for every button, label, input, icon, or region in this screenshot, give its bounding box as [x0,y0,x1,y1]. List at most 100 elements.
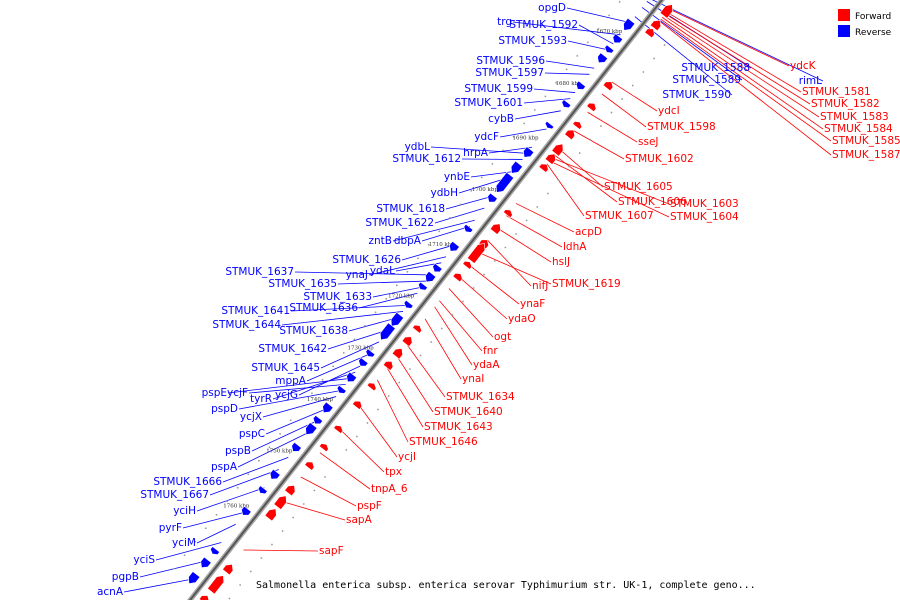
reverse-gene-feature[interactable] [423,270,437,284]
reverse-gene-feature[interactable] [574,80,586,92]
reverse-gene-feature[interactable] [447,240,460,254]
gene-label-stmuk-1666[interactable]: STMUK_1666 [153,476,222,488]
reverse-gene-feature[interactable] [185,571,201,586]
gene-label-dbpa[interactable]: dbpA [394,235,422,247]
gene-label-stmuk-1622[interactable]: STMUK_1622 [365,217,434,229]
reverse-gene-feature[interactable] [493,171,515,195]
gene-label-stmuk-1589[interactable]: STMUK_1589 [672,74,741,86]
gene-label-stmuk-1637[interactable]: STMUK_1637 [225,266,294,278]
gene-label-riml[interactable]: rimL [799,75,822,87]
gene-label-stmuk-1645[interactable]: STMUK_1645 [251,362,320,374]
gene-label-stmuk-1585[interactable]: STMUK_1585 [832,135,900,147]
forward-gene-feature[interactable] [273,493,290,511]
forward-gene-feature[interactable] [222,562,235,576]
gene-label-stmuk-1636[interactable]: STMUK_1636 [289,302,358,314]
gene-label-stmuk-1646[interactable]: STMUK_1646 [409,436,478,448]
forward-gene-feature[interactable] [207,573,226,595]
reverse-gene-feature[interactable] [431,262,443,274]
forward-gene-feature[interactable] [649,17,663,32]
reverse-gene-feature[interactable] [357,357,369,369]
gene-label-stmuk-1597[interactable]: STMUK_1597 [475,67,544,79]
gene-label-pspe[interactable]: pspE [202,387,227,399]
gene-label-stmuk-1626[interactable]: STMUK_1626 [332,254,401,266]
gene-label-ynai[interactable]: ynaI [462,373,484,385]
gene-label-ydal[interactable]: ydaL [370,265,395,277]
gene-label-ycih[interactable]: yciH [173,505,196,517]
gene-label-pspf[interactable]: pspF [357,500,382,512]
gene-label-stmuk-1581[interactable]: STMUK_1581 [802,86,871,98]
gene-label-ydck[interactable]: ydcK [790,60,817,72]
gene-label-ynaj[interactable]: ynaJ [346,269,368,281]
gene-label-trg[interactable]: trg [497,16,512,28]
gene-label-acna[interactable]: acnA [97,586,124,598]
forward-gene-feature[interactable] [602,79,615,92]
gene-label-stmuk-1601[interactable]: STMUK_1601 [454,97,523,109]
reverse-gene-feature[interactable] [377,322,396,343]
gene-label-stmuk-1667[interactable]: STMUK_1667 [140,489,209,501]
forward-gene-feature[interactable] [538,161,550,173]
gene-label-stmuk-1634[interactable]: STMUK_1634 [446,391,515,403]
gene-label-stmuk-1606[interactable]: STMUK_1606 [618,196,687,208]
gene-label-ydbl[interactable]: ydbL [405,141,431,153]
gene-label-ogt[interactable]: ogt [494,331,511,343]
gene-label-ycjg[interactable]: ycjG [275,389,298,401]
gene-label-stmuk-1590[interactable]: STMUK_1590 [662,89,731,101]
gene-label-stmuk-1638[interactable]: STMUK_1638 [279,325,348,337]
forward-gene-feature[interactable] [544,151,558,165]
reverse-gene-feature[interactable] [485,192,498,205]
gene-label-stmuk-1619[interactable]: STMUK_1619 [552,278,621,290]
forward-gene-feature[interactable] [366,381,378,392]
gene-label-cybb[interactable]: cybB [488,113,514,125]
gene-label-ycjx[interactable]: ycjX [240,411,262,423]
reverse-gene-feature[interactable] [611,33,624,46]
gene-label-hslj[interactable]: hslJ [552,256,570,268]
gene-label-ydcf[interactable]: ydcF [474,131,499,143]
gene-label-stmuk-1592[interactable]: STMUK_1592 [509,19,578,31]
gene-label-mppa[interactable]: mppA [275,375,307,387]
gene-label-stmuk-1605[interactable]: STMUK_1605 [604,181,673,193]
gene-label-pspc[interactable]: pspC [239,428,265,440]
gene-label-acpd[interactable]: acpD [575,226,602,238]
gene-label-pspb[interactable]: pspB [225,445,251,457]
forward-gene-feature[interactable] [586,101,598,113]
reverse-gene-feature[interactable] [417,281,428,292]
gene-label-stmuk-1599[interactable]: STMUK_1599 [464,83,533,95]
gene-labels[interactable]: opgDtrgSTMUK_1592STMUK_1593STMUK_1596STM… [97,2,900,598]
forward-gene-feature[interactable] [502,207,514,219]
gene-label-hrpa[interactable]: hrpA [463,147,489,159]
reverse-gene-feature[interactable] [344,371,358,385]
gene-label-stmuk-1633[interactable]: STMUK_1633 [303,291,372,303]
gene-label-sapf[interactable]: sapF [319,545,344,557]
gene-label-nifj[interactable]: nifJ [532,280,548,292]
forward-gene-feature[interactable] [489,221,503,235]
gene-label-stmuk-1642[interactable]: STMUK_1642 [258,343,327,355]
reverse-gene-feature[interactable] [521,146,535,160]
forward-gene-feature[interactable] [382,359,395,371]
reverse-gene-feature[interactable] [198,556,212,570]
gene-label-stmuk-1607[interactable]: STMUK_1607 [585,210,654,222]
gene-label-stmuk-1593[interactable]: STMUK_1593 [498,35,567,47]
gene-label-stmuk-1644[interactable]: STMUK_1644 [212,319,281,331]
gene-label-stmuk-1596[interactable]: STMUK_1596 [476,55,545,67]
reverse-gene-feature[interactable] [603,44,615,55]
gene-label-stmuk-1604[interactable]: STMUK_1604 [670,211,739,223]
gene-label-ycis[interactable]: yciS [133,554,155,566]
gene-label-ydaa[interactable]: ydaA [473,359,500,371]
gene-label-ldha[interactable]: ldhA [563,241,587,253]
reverse-gene-feature[interactable] [364,348,376,359]
gene-label-ycji[interactable]: ycjI [398,451,416,463]
forward-gene-feature[interactable] [401,334,415,347]
reverse-gene-feature[interactable] [560,99,572,110]
gene-label-ycjf[interactable]: ycjF [227,387,248,399]
forward-gene-feature[interactable] [304,459,316,471]
reverse-gene-feature[interactable] [311,414,324,426]
gene-label-stmuk-1598[interactable]: STMUK_1598 [647,121,716,133]
gene-label-stmuk-1583[interactable]: STMUK_1583 [820,111,889,123]
gene-label-ssej[interactable]: sseJ [638,136,659,148]
gene-label-opgd[interactable]: opgD [538,2,566,14]
gene-label-ynbe[interactable]: ynbE [444,171,470,183]
forward-gene-feature[interactable] [284,482,298,497]
reverse-gene-feature[interactable] [402,299,414,310]
reverse-gene-feature[interactable] [289,441,302,454]
